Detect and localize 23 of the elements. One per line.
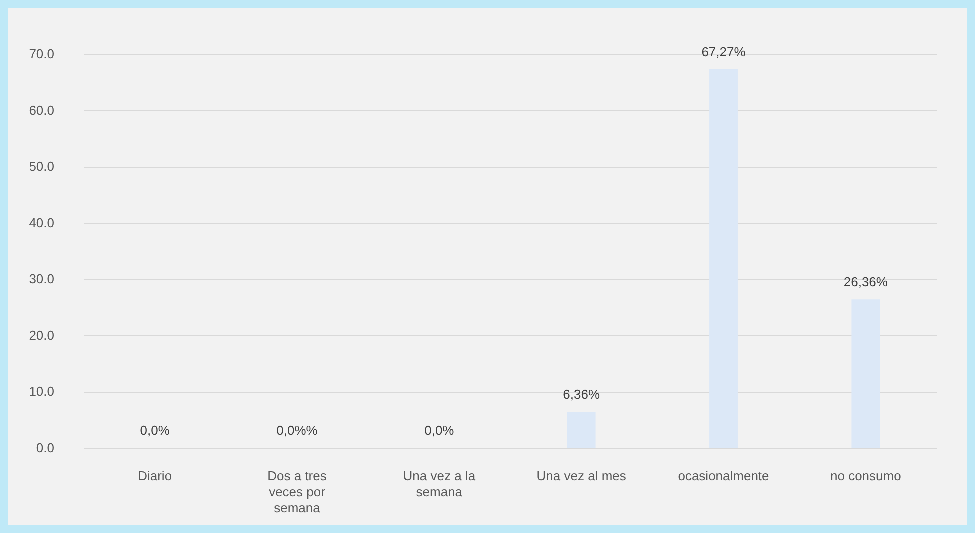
data-label: 0,0%: [424, 423, 455, 438]
x-tick-label: Una vez a la semana: [403, 468, 476, 500]
data-label: 0,0%%: [276, 423, 318, 438]
y-tick-label: 20.0: [29, 328, 54, 343]
bar: [567, 412, 596, 448]
x-tick-label: Una vez al mes: [536, 468, 627, 484]
bar: [710, 69, 738, 448]
y-tick-label: 0.0: [36, 440, 54, 456]
bar: [852, 300, 880, 448]
y-tick-label: 30.0: [29, 272, 54, 287]
data-label: 6,36%: [563, 387, 600, 402]
x-tick-label: Diario: [138, 468, 172, 484]
x-tick-label: no consumo: [830, 468, 902, 484]
y-tick-label: 70.0: [29, 46, 54, 62]
data-label: 0,0%: [140, 423, 170, 438]
y-tick-label: 40.0: [29, 215, 54, 230]
data-label: 26,36%: [844, 274, 888, 290]
y-tick-label: 60.0: [29, 102, 54, 118]
y-tick-label: 50.0: [29, 159, 54, 174]
x-tick-label: ocasionalmente: [678, 468, 770, 484]
data-label: 67,27%: [702, 44, 746, 60]
y-tick-label: 10.0: [29, 384, 54, 400]
x-tick-label: Dos a tres veces por semana: [268, 468, 328, 516]
